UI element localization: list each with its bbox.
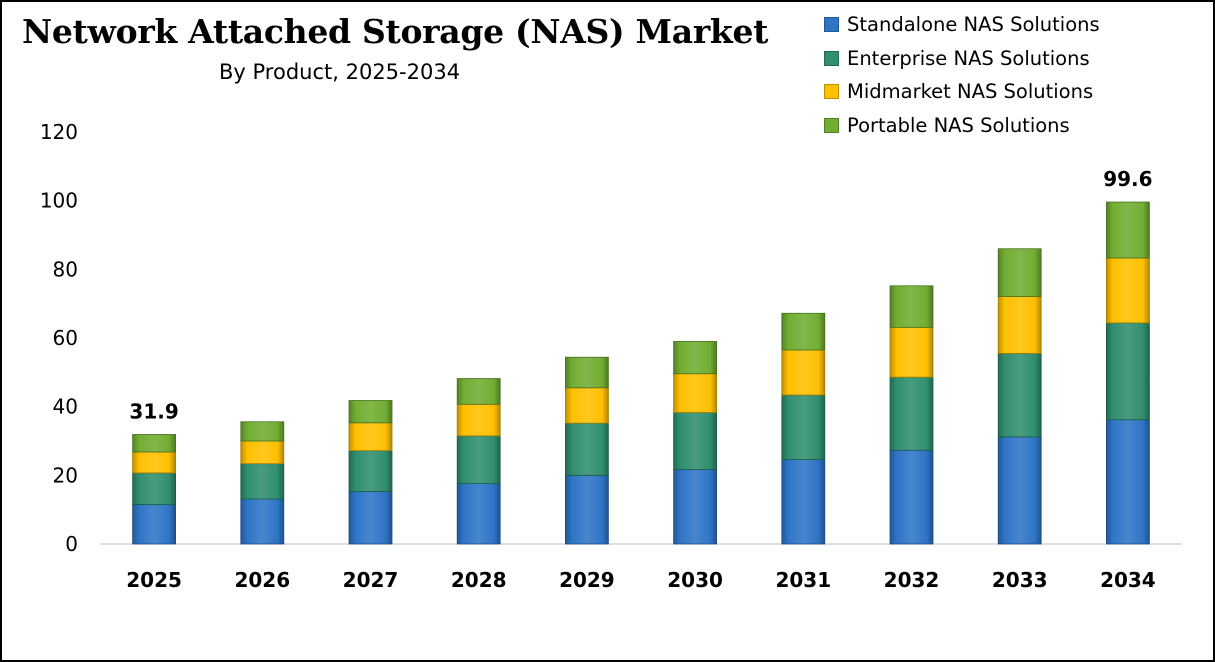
bar-segment (565, 387, 609, 424)
chart-subtitle: By Product, 2025-2034 (219, 60, 461, 84)
legend-swatch (824, 50, 839, 66)
bar-segment (348, 422, 393, 452)
bar-segment (456, 435, 501, 484)
x-tick-label: 2028 (451, 568, 507, 592)
bar-segment (240, 421, 285, 442)
bar-segment (565, 474, 609, 545)
bar-segment (889, 326, 934, 378)
bar-segment (348, 400, 393, 424)
bar-segment (673, 373, 717, 413)
legend-swatch (824, 117, 839, 133)
bar-segment (781, 349, 826, 396)
y-tick-label: 20 (53, 463, 78, 487)
legend-label: Midmarket NAS Solutions (847, 80, 1094, 104)
bar-segment (781, 312, 826, 351)
bar-segment (673, 412, 717, 470)
x-tick-label: 2033 (992, 568, 1048, 592)
bar-segment (1106, 322, 1150, 421)
x-tick-label: 2030 (667, 568, 723, 592)
bar-segment (889, 376, 934, 451)
bar-segment (348, 491, 393, 545)
x-tick-label: 2027 (343, 568, 399, 592)
bar-segment (132, 472, 177, 505)
legend-item-enterprise: Enterprise NAS Solutions (824, 42, 1100, 76)
bar-segment (240, 498, 285, 545)
x-tick-label: 2032 (884, 568, 940, 592)
bar-segment (997, 436, 1042, 545)
x-tick-label: 2031 (775, 568, 831, 592)
legend-swatch (824, 17, 839, 33)
bar-segment (889, 285, 934, 328)
bar-segment (565, 356, 609, 389)
bar-segment (240, 463, 285, 500)
y-tick-label: 40 (53, 395, 78, 419)
y-tick-label: 60 (53, 326, 78, 350)
bar-segment (673, 469, 717, 545)
y-tick-label: 0 (65, 532, 78, 556)
bar-segment (565, 422, 609, 476)
x-tick-label: 2025 (126, 568, 182, 592)
x-tick-label: 2034 (1100, 568, 1156, 592)
bar-segment (348, 450, 393, 492)
bar-segment (132, 434, 177, 453)
bar-segment (673, 341, 717, 375)
bar-segment (997, 353, 1042, 438)
bar-segment (1106, 257, 1150, 324)
y-tick-label: 100 (40, 189, 78, 213)
bar-segment (132, 451, 177, 474)
bar-segment (456, 378, 501, 405)
x-tick-label: 2029 (559, 568, 615, 592)
legend: Standalone NAS Solutions Enterprise NAS … (824, 8, 1100, 142)
bar-segment (456, 483, 501, 545)
bar-segment (1106, 201, 1150, 259)
bar-segment (781, 459, 826, 545)
legend-item-standalone: Standalone NAS Solutions (824, 8, 1100, 42)
y-tick-label: 120 (40, 120, 78, 144)
legend-label: Standalone NAS Solutions (847, 13, 1100, 37)
bar-segment (240, 440, 285, 465)
legend-label: Enterprise NAS Solutions (847, 46, 1090, 70)
legend-swatch (824, 84, 839, 100)
data-label: 31.9 (129, 399, 178, 423)
legend-item-portable: Portable NAS Solutions (824, 109, 1100, 143)
legend-item-midmarket: Midmarket NAS Solutions (824, 75, 1100, 109)
bar-segment (1106, 419, 1150, 545)
bar-segment (132, 504, 177, 545)
bar-segment (889, 449, 934, 545)
legend-label: Portable NAS Solutions (847, 113, 1070, 137)
y-tick-label: 80 (53, 257, 78, 281)
bar-segment (456, 403, 501, 437)
bar-segment (997, 248, 1042, 297)
x-tick-label: 2026 (234, 568, 290, 592)
bar-segment (997, 296, 1042, 354)
chart-title: Network Attached Storage (NAS) Market (22, 12, 769, 51)
data-label: 99.6 (1103, 167, 1152, 191)
bar-segment (781, 394, 826, 460)
